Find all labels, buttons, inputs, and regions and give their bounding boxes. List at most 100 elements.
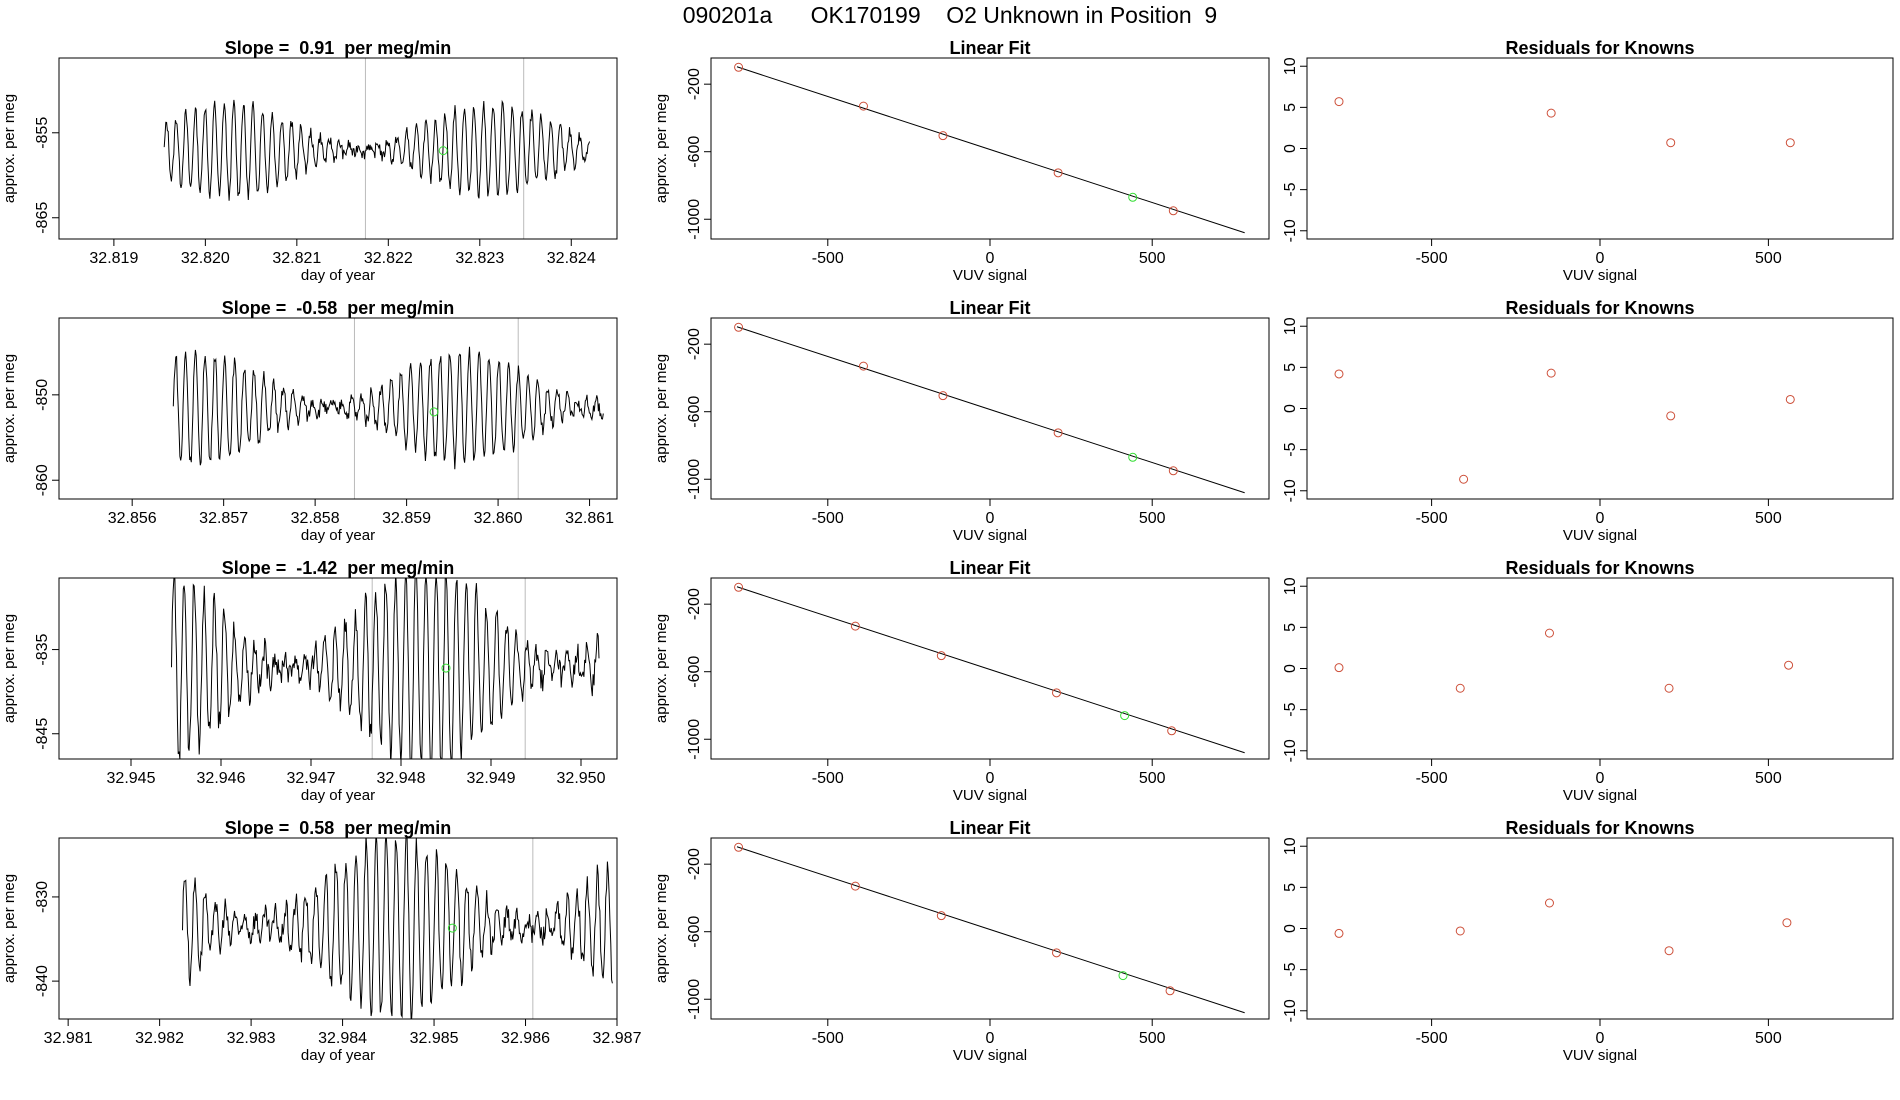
y-tick-label: 10	[1282, 837, 1299, 855]
trace-panel: Slope = -1.42 per meg/min 32.945 32.946 32.…	[1, 558, 618, 804]
x-tick-label: 32.858	[291, 510, 340, 527]
x-tick-label: 32.945	[107, 770, 156, 787]
x-tick-label: 0	[986, 510, 995, 527]
fit-line	[736, 846, 1245, 1014]
x-tick-label: 32.856	[108, 510, 157, 527]
x-tick-label: 32.987	[593, 1030, 642, 1047]
residual-point	[1334, 663, 1344, 673]
x-tick-label: 32.823	[455, 250, 504, 267]
x-tick-label: 32.946	[197, 770, 246, 787]
unknown-point	[1120, 711, 1130, 721]
known-point	[858, 361, 868, 371]
y-tick-label: 5	[1282, 363, 1299, 372]
x-tick-label: -500	[1416, 250, 1448, 267]
resid-panel: Residuals for Knowns -500 0 500 10 5 0 -5 -10 VUV…	[1282, 298, 1894, 544]
x-tick-label: 500	[1755, 250, 1782, 267]
known-point	[734, 842, 744, 852]
y-tick-label: -830	[34, 881, 51, 913]
y-tick-label: -200	[686, 848, 703, 880]
fit-title: Linear Fit	[949, 818, 1030, 838]
fit-panel: Linear Fit -500 0 500 -200 -600 -1000 VUV signa…	[653, 38, 1270, 284]
known-point	[938, 131, 948, 141]
residual-point	[1666, 138, 1676, 148]
plot-frame	[1306, 317, 1894, 500]
y-tick-label: -5	[1282, 962, 1299, 976]
y-tick-label: -860	[34, 464, 51, 496]
fit-panel: Linear Fit -500 0 500 -200 -600 -1000 VUV signa…	[653, 558, 1270, 804]
x-tick-label: 32.947	[287, 770, 336, 787]
resid-title: Residuals for Knowns	[1505, 818, 1694, 838]
trace-title: Slope = 0.91 per meg/min	[225, 38, 452, 58]
residual-point	[1334, 928, 1344, 938]
known-point	[1052, 688, 1062, 698]
fit-data	[734, 322, 1245, 494]
y-tick-label: -865	[34, 202, 51, 234]
x-axis-label: VUV signal	[953, 1047, 1027, 1064]
residual-point	[1785, 394, 1795, 404]
y-tick-label: 5	[1282, 103, 1299, 112]
known-point	[858, 101, 868, 111]
trace-panel: Slope = -0.58 per meg/min 32.856 32.857 32.…	[1, 298, 618, 544]
trace-line	[172, 346, 604, 470]
trace-line	[163, 99, 591, 201]
x-tick-label: 32.984	[318, 1030, 367, 1047]
y-tick-label: -600	[686, 916, 703, 948]
x-tick-label: -500	[1416, 510, 1448, 527]
trace-line	[182, 838, 613, 1019]
y-axis-label: approx. per meg	[1, 354, 18, 463]
x-tick-label: 32.819	[89, 250, 138, 267]
residual-point	[1459, 474, 1469, 484]
x-tick-label: 32.949	[467, 770, 516, 787]
fit-line	[736, 326, 1245, 494]
x-tick-label: 32.860	[474, 510, 523, 527]
page-title: 090201a OK170199 O2 Unknown in Position …	[682, 2, 1218, 28]
residual-point	[1546, 108, 1556, 118]
residual-point	[1782, 918, 1792, 928]
fit-line	[736, 66, 1245, 234]
plot-frame	[1306, 837, 1894, 1020]
x-tick-label: 0	[1596, 770, 1605, 787]
x-axis-label: VUV signal	[1563, 527, 1637, 544]
unknown-point	[1128, 452, 1138, 462]
x-tick-label: 32.983	[227, 1030, 276, 1047]
x-axis-label: day of year	[301, 787, 375, 804]
trace-panel: Slope = 0.58 per meg/min 32.981 32.982 32.9…	[1, 818, 642, 1064]
y-axis-label: approx. per meg	[1, 94, 18, 203]
trace-title: Slope = -1.42 per meg/min	[222, 558, 455, 578]
x-tick-label: 0	[986, 770, 995, 787]
y-tick-label: -5	[1282, 182, 1299, 196]
unknown-point	[447, 923, 457, 933]
known-point	[1053, 168, 1063, 178]
plot-frame	[1306, 57, 1894, 240]
y-axis-label: approx. per meg	[653, 354, 670, 463]
x-tick-label: 32.986	[501, 1030, 550, 1047]
x-tick-label: 0	[1596, 250, 1605, 267]
residual-point	[1664, 683, 1674, 693]
known-point	[734, 322, 744, 332]
y-tick-label: 0	[1282, 144, 1299, 153]
x-tick-label: 500	[1755, 1030, 1782, 1047]
x-axis-label: day of year	[301, 267, 375, 284]
y-tick-label: -845	[34, 718, 51, 750]
unknown-point	[438, 146, 448, 156]
x-tick-label: 0	[986, 250, 995, 267]
x-axis-label: day of year	[301, 1047, 375, 1064]
fit-data	[734, 582, 1245, 754]
y-tick-label: -200	[686, 68, 703, 100]
plot-frame	[58, 317, 618, 500]
x-tick-label: -500	[812, 770, 844, 787]
x-axis-label: day of year	[301, 527, 375, 544]
plot-frame	[58, 837, 618, 1020]
trace-data	[172, 318, 604, 499]
residual-point	[1666, 411, 1676, 421]
x-tick-label: 32.824	[547, 250, 596, 267]
x-tick-label: -500	[812, 510, 844, 527]
x-tick-label: -500	[812, 1030, 844, 1047]
y-tick-label: -200	[686, 328, 703, 360]
x-tick-label: 32.857	[199, 510, 248, 527]
y-tick-label: -10	[1282, 479, 1299, 502]
unknown-point	[441, 663, 451, 673]
known-point	[1168, 466, 1178, 476]
x-tick-label: -500	[1416, 1030, 1448, 1047]
trace-title: Slope = 0.58 per meg/min	[225, 818, 452, 838]
